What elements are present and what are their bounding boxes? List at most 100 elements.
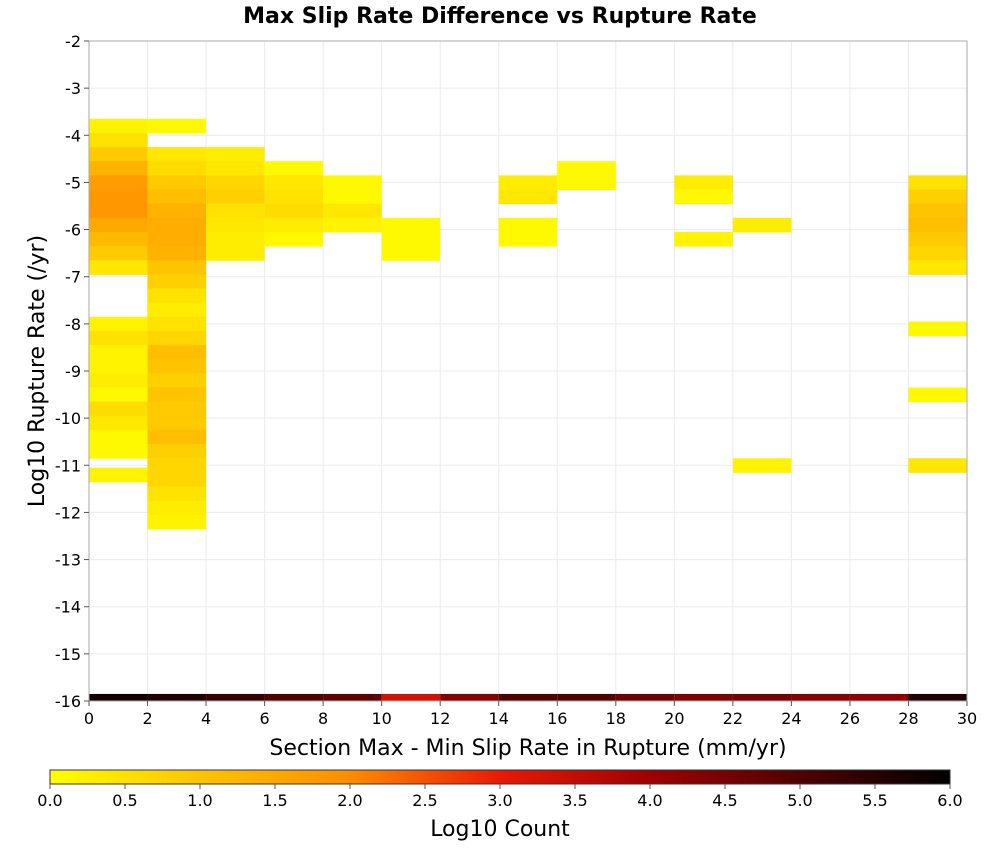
heatmap-cell: [89, 387, 148, 403]
heatmap-cell: [323, 217, 382, 233]
heatmap-cell: [557, 161, 616, 176]
heatmap-cell: [381, 217, 441, 233]
heatmap-cell: [147, 387, 207, 403]
grid: [88, 40, 968, 702]
heatmap-cell: [557, 175, 616, 190]
heatmap-cell: [147, 217, 207, 233]
colorbar-tick-label: 0.0: [37, 791, 62, 810]
x-tick-label: 12: [430, 709, 450, 728]
y-tick-label: -4: [65, 126, 81, 145]
heatmap-cell: [206, 203, 265, 219]
heatmap-cell: [147, 458, 207, 473]
x-tick-label: 10: [371, 709, 391, 728]
heatmap-cell: [147, 330, 207, 346]
x-axis-label: Section Max - Min Slip Rate in Rupture (…: [269, 736, 786, 761]
colorbar-ticks: 0.0 0.5 1.0 1.5 2.0 2.5 3.0 3.5 4.0 4.5 5.0 5.5 6.0: [37, 784, 963, 810]
heatmap-cell: [206, 161, 265, 176]
heatmap-cell: [147, 231, 207, 247]
heatmap-cell: [89, 330, 148, 346]
heatmap-cell: [732, 217, 792, 233]
heatmap-cell: [147, 316, 207, 332]
heatmap-cell-bottom: [732, 693, 792, 701]
heatmap-cell: [908, 203, 967, 219]
heatmap-cell: [264, 217, 324, 233]
heatmap-cell: [498, 217, 558, 233]
colorbar-tick-label: 0.5: [112, 791, 137, 810]
heatmap-cell: [498, 175, 558, 190]
heatmap-cell: [89, 260, 148, 275]
heatmap-cell: [381, 231, 441, 247]
heatmap-cell: [206, 217, 265, 233]
heatmap-cell: [89, 373, 148, 388]
heatmap-cell: [147, 401, 207, 417]
heatmap-cell: [147, 500, 207, 516]
heatmap-cell: [147, 514, 207, 530]
y-tick-label: -16: [55, 692, 81, 711]
x-tick-label: 8: [318, 709, 328, 728]
heatmap-cell: [147, 274, 207, 289]
colorbar-tick-label: 6.0: [937, 791, 962, 810]
heatmap-cell: [147, 486, 207, 502]
heatmap-cell: [147, 472, 207, 487]
heatmap-cell-bottom: [206, 693, 265, 701]
heatmap-cell: [147, 288, 207, 304]
heatmap-cell-bottom: [147, 693, 207, 701]
colorbar-tick-label: 5.5: [862, 791, 887, 810]
heatmap-cell: [206, 189, 265, 205]
x-tick-label: 30: [957, 709, 977, 728]
heatmap-cell: [674, 175, 733, 190]
heatmap-cell: [147, 260, 207, 275]
heatmap-cell: [264, 175, 324, 190]
heatmap-cell: [147, 147, 207, 162]
colorbar-tick-label: 1.5: [262, 791, 287, 810]
heatmap-cell: [89, 189, 148, 205]
x-tick-label: 18: [606, 709, 626, 728]
heatmap-cell: [147, 415, 207, 431]
heatmap-cell: [147, 203, 207, 219]
heatmap-cell: [147, 373, 207, 388]
colorbar-tick-label: 5.0: [787, 791, 812, 810]
x-tick-label: 26: [840, 709, 860, 728]
heatmap-cell: [732, 458, 792, 473]
heatmap-cell: [323, 175, 382, 190]
heatmap-cell: [264, 161, 324, 176]
heatmap-cell: [89, 345, 148, 360]
x-tick-label: 16: [547, 709, 567, 728]
x-axis-ticks: 0 2 4 6 8 10 12 14 16 18 20 22 24 26 28 30: [84, 701, 977, 728]
colorbar-tick-label: 4.5: [712, 791, 737, 810]
heatmap-cell: [89, 316, 148, 332]
colorbar: [49, 769, 951, 785]
x-tick-label: 24: [781, 709, 801, 728]
heatmap-cell: [147, 359, 207, 374]
heatmap-cell: [908, 260, 967, 275]
heatmap-cell: [264, 189, 324, 205]
y-tick-label: -11: [55, 456, 81, 475]
heatmap-cell: [908, 321, 967, 337]
heatmap-cell-bottom: [381, 693, 441, 701]
y-axis-ticks: -2 -3 -4 -5 -6 -7 -8 -9 -10 -11 -12 -13 -14 -15 -16: [55, 32, 89, 711]
heatmap-cell-bottom: [323, 693, 382, 701]
heatmap-cell: [908, 458, 967, 473]
colorbar-tick-label: 4.0: [637, 791, 662, 810]
heatmap-cell: [89, 118, 148, 134]
heatmap-cell: [908, 246, 967, 261]
y-axis-label: Log10 Rupture Rate (/yr): [25, 235, 50, 507]
heatmap-cell: [147, 189, 207, 205]
heatmap-cell: [89, 444, 148, 459]
y-tick-label: -7: [65, 268, 81, 287]
x-tick-label: 2: [142, 709, 152, 728]
heatmap-cell: [908, 387, 967, 403]
heatmap-cell: [147, 175, 207, 190]
heatmap-cell: [908, 217, 967, 233]
heatmap-cell: [147, 429, 207, 445]
heatmap-cell: [908, 175, 967, 190]
heatmap-cell: [89, 231, 148, 247]
heatmap-cell: [89, 203, 148, 219]
x-tick-label: 6: [260, 709, 270, 728]
heatmap-cell: [264, 203, 324, 219]
heatmap-cell: [206, 231, 265, 247]
y-tick-label: -13: [55, 551, 81, 570]
heatmap-cell: [908, 189, 967, 205]
heatmap-cell: [674, 189, 733, 205]
heatmap-cell: [147, 345, 207, 360]
